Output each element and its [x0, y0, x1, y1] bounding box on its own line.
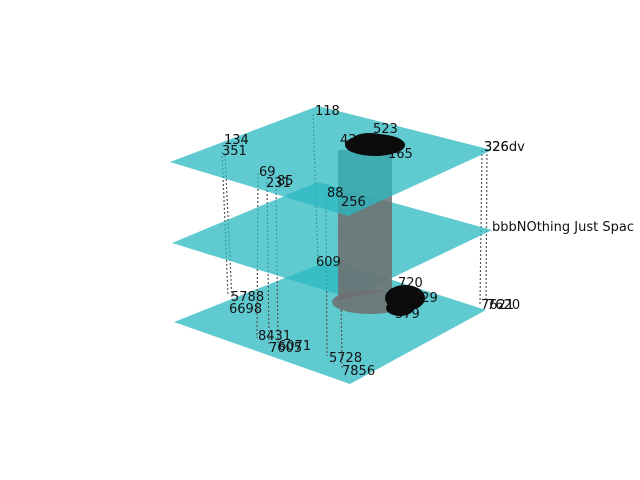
node-label-720: 720	[398, 276, 423, 291]
bottom-node-cluster	[332, 285, 425, 316]
node-label-7605: 7605	[269, 341, 302, 356]
node-label-523: 523	[373, 122, 398, 137]
layer-label-top: 326dv	[484, 140, 525, 155]
node-label-729: 729	[413, 291, 438, 306]
node-label-118: 118	[315, 104, 340, 119]
node-label-69: 69	[259, 165, 276, 180]
node-label-8431: 8431	[258, 329, 291, 344]
node-label-88: 88	[327, 186, 344, 201]
top-layer-plane	[170, 106, 492, 216]
node-label-134: 134	[224, 133, 249, 148]
node-label-6698: 6698	[229, 302, 262, 317]
node-label-609: 609	[316, 255, 341, 270]
node-label-351: 351	[222, 144, 247, 159]
node-label-231: 231	[266, 176, 291, 191]
node-label-85: 85	[277, 174, 294, 189]
node-label-7856: 7856	[342, 364, 375, 379]
node-label-cluster: 4386	[340, 133, 373, 148]
layer-label-bottom: 7621	[481, 298, 514, 313]
node-label-579: 579	[395, 307, 420, 322]
middle-layer-plane	[172, 182, 492, 298]
node-label-256: 256	[341, 195, 366, 210]
node-label-5728: 5728	[329, 351, 362, 366]
node-label-165: 165	[388, 147, 413, 162]
node-label-326: 326	[484, 140, 509, 155]
node-label-7620: 7620	[487, 298, 520, 313]
node-label-6071: 6071	[278, 339, 311, 354]
top-node-cluster	[345, 133, 405, 156]
layer-label-middle: bbbNOthing Just Spac	[492, 220, 634, 235]
node-label-5788: 5788	[231, 290, 264, 305]
